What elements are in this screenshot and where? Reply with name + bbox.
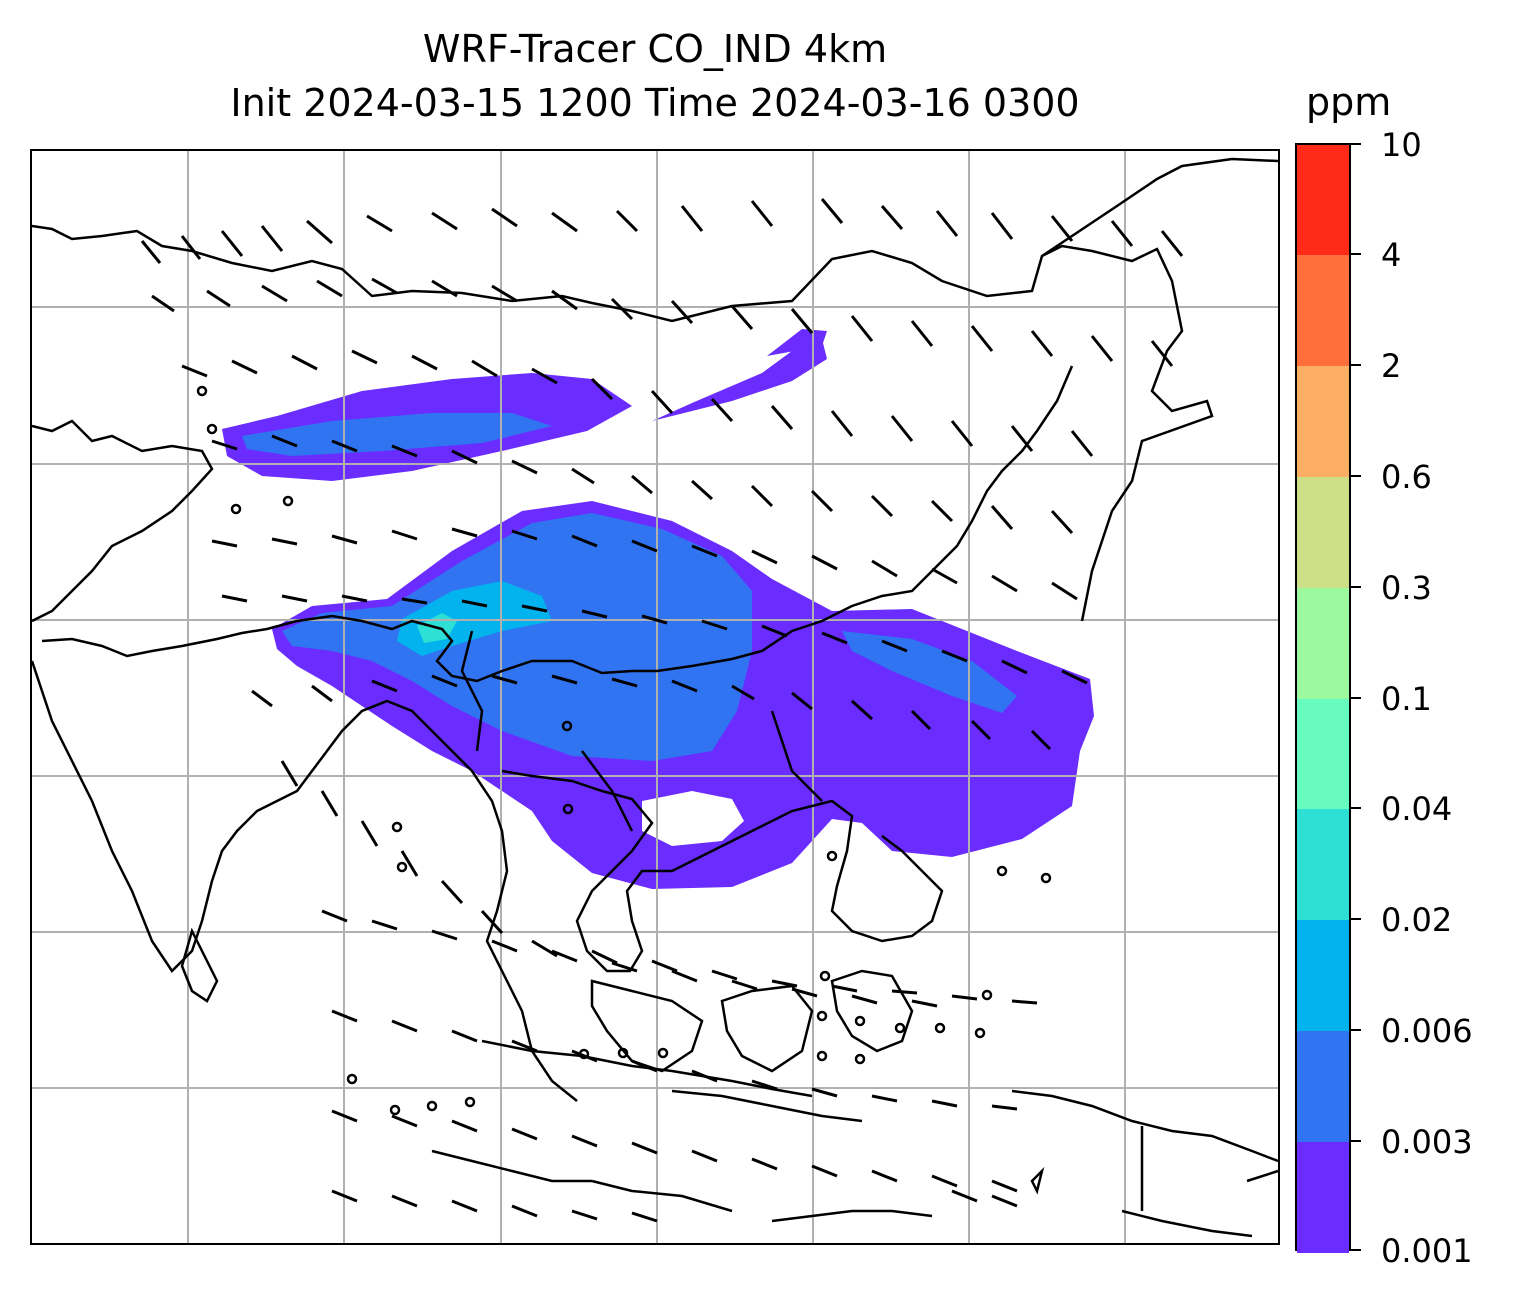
tracer-north-band-core: [242, 413, 552, 456]
colorbar-unit: ppm: [1306, 80, 1392, 124]
coastlines: [32, 157, 1278, 1238]
colorbar-label: 4: [1381, 236, 1402, 274]
colorbar-label: 0.6: [1381, 458, 1432, 496]
colorbar-segment-0.02-0.04: [1297, 809, 1349, 920]
tracer-east-streak: [842, 631, 1017, 713]
colorbar-segment-2-4: [1297, 255, 1349, 366]
colorbar-segment-0.006-0.02: [1297, 920, 1349, 1031]
colorbar-label: 0.006: [1381, 1012, 1473, 1050]
map-panel: [30, 149, 1280, 1245]
map-subtitle: Init 2024-03-15 1200 Time 2024-03-16 030…: [230, 81, 1080, 125]
colorbar-label: 0.04: [1381, 790, 1453, 828]
colorbar-tick: [1351, 143, 1361, 145]
colorbar-label: 0.003: [1381, 1123, 1473, 1161]
wind-barbs: [140, 198, 1184, 1223]
colorbar-tick: [1351, 586, 1361, 588]
map-canvas: [32, 151, 1278, 1243]
tracer-mid-plume: [282, 513, 752, 761]
colorbar-label: 2: [1381, 347, 1402, 385]
colorbar-segment-0.04-0.1: [1297, 699, 1349, 809]
colorbar-segment-0.3-0.6: [1297, 477, 1349, 588]
colorbar-label: 10: [1381, 126, 1422, 164]
colorbar-label: 0.3: [1381, 569, 1432, 607]
gridlines: [32, 151, 1278, 1243]
colorbar-segment-0.1-0.3: [1297, 588, 1349, 699]
colorbar-tick: [1351, 807, 1361, 809]
colorbar-tick: [1351, 697, 1361, 699]
colorbar-tick: [1351, 918, 1361, 920]
colorbar-label: 0.001: [1381, 1232, 1473, 1270]
colorbar-tick: [1351, 475, 1361, 477]
colorbar-tick: [1351, 364, 1361, 366]
colorbar-segment-0.001-0.003: [1297, 1142, 1349, 1253]
colorbar-segment-4-10: [1297, 145, 1349, 255]
map-title: WRF-Tracer CO_IND 4km: [422, 27, 888, 71]
colorbar-segment-0.6-2: [1297, 366, 1349, 477]
tracer-clear-gap: [642, 791, 744, 846]
colorbar-label: 0.02: [1381, 901, 1453, 939]
colorbar-tick: [1351, 253, 1361, 255]
colorbar: [1295, 143, 1351, 1253]
colorbar-segment-0.003-0.006: [1297, 1031, 1349, 1142]
tracer-plume: [222, 329, 1094, 889]
tracer-northeast-band: [652, 339, 827, 421]
colorbar-label: 0.1: [1381, 680, 1432, 718]
colorbar-tick: [1351, 1249, 1361, 1251]
calm-circles: [196, 385, 1052, 1116]
colorbar-tick: [1351, 1140, 1361, 1142]
colorbar-tick: [1351, 1029, 1361, 1031]
